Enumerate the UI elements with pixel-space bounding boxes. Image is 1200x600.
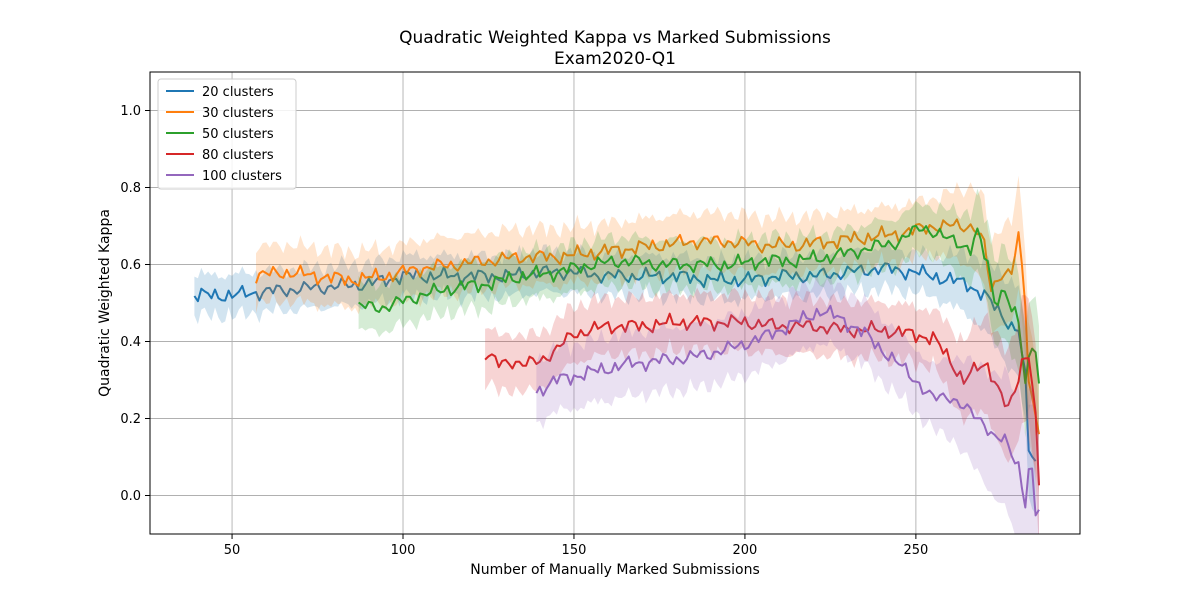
legend-label-2: 30 clusters xyxy=(202,106,274,121)
series-line-5 xyxy=(535,304,1040,517)
x-tick-label: 150 xyxy=(562,543,587,558)
legend: 20 clusters 30 clusters 50 clusters 80 clus… xyxy=(157,78,297,190)
x-tick-label: 100 xyxy=(391,543,416,558)
chart-title: Quadratic Weighted Kappa vs Marked Submi… xyxy=(399,28,831,48)
y-tick-label: 0.6 xyxy=(120,258,141,273)
y-tick-label: 0.2 xyxy=(120,412,141,427)
x-tick-label: 200 xyxy=(733,543,758,558)
legend-label-1: 20 clusters xyxy=(202,85,274,100)
series-line-2 xyxy=(255,218,1040,435)
x-tick-label: 50 xyxy=(224,543,241,558)
y-tick-label: 0.4 xyxy=(120,335,141,350)
series-line-3 xyxy=(358,224,1040,385)
series-line-1 xyxy=(193,262,1037,462)
x-tick-label: 250 xyxy=(903,543,928,558)
series-band-1 xyxy=(194,242,1036,515)
legend-label-5: 100 clusters xyxy=(202,169,282,184)
axes-frame xyxy=(149,71,1081,535)
plot-area: 50 100 150 200 250 0.0 0.2 0.4 0.6 0.8 1.0 xyxy=(120,71,1081,558)
y-tick-label: 0.0 xyxy=(120,489,141,504)
legend-box xyxy=(157,78,297,190)
series-layer xyxy=(193,175,1040,534)
y-tick-label: 0.8 xyxy=(120,181,141,196)
y-axis-label: Quadratic Weighted Kappa xyxy=(97,209,113,397)
y-tick-label: 1.0 xyxy=(120,104,141,119)
series-line-4 xyxy=(484,312,1040,486)
series-band-3 xyxy=(358,188,1040,441)
series-band-5 xyxy=(536,273,1039,534)
chart-subtitle: Exam2020-Q1 xyxy=(554,49,676,69)
x-axis-label: Number of Manually Marked Submissions xyxy=(470,562,760,578)
legend-label-3: 50 clusters xyxy=(202,127,274,142)
series-band-4 xyxy=(485,287,1039,534)
legend-label-4: 80 clusters xyxy=(202,148,274,163)
